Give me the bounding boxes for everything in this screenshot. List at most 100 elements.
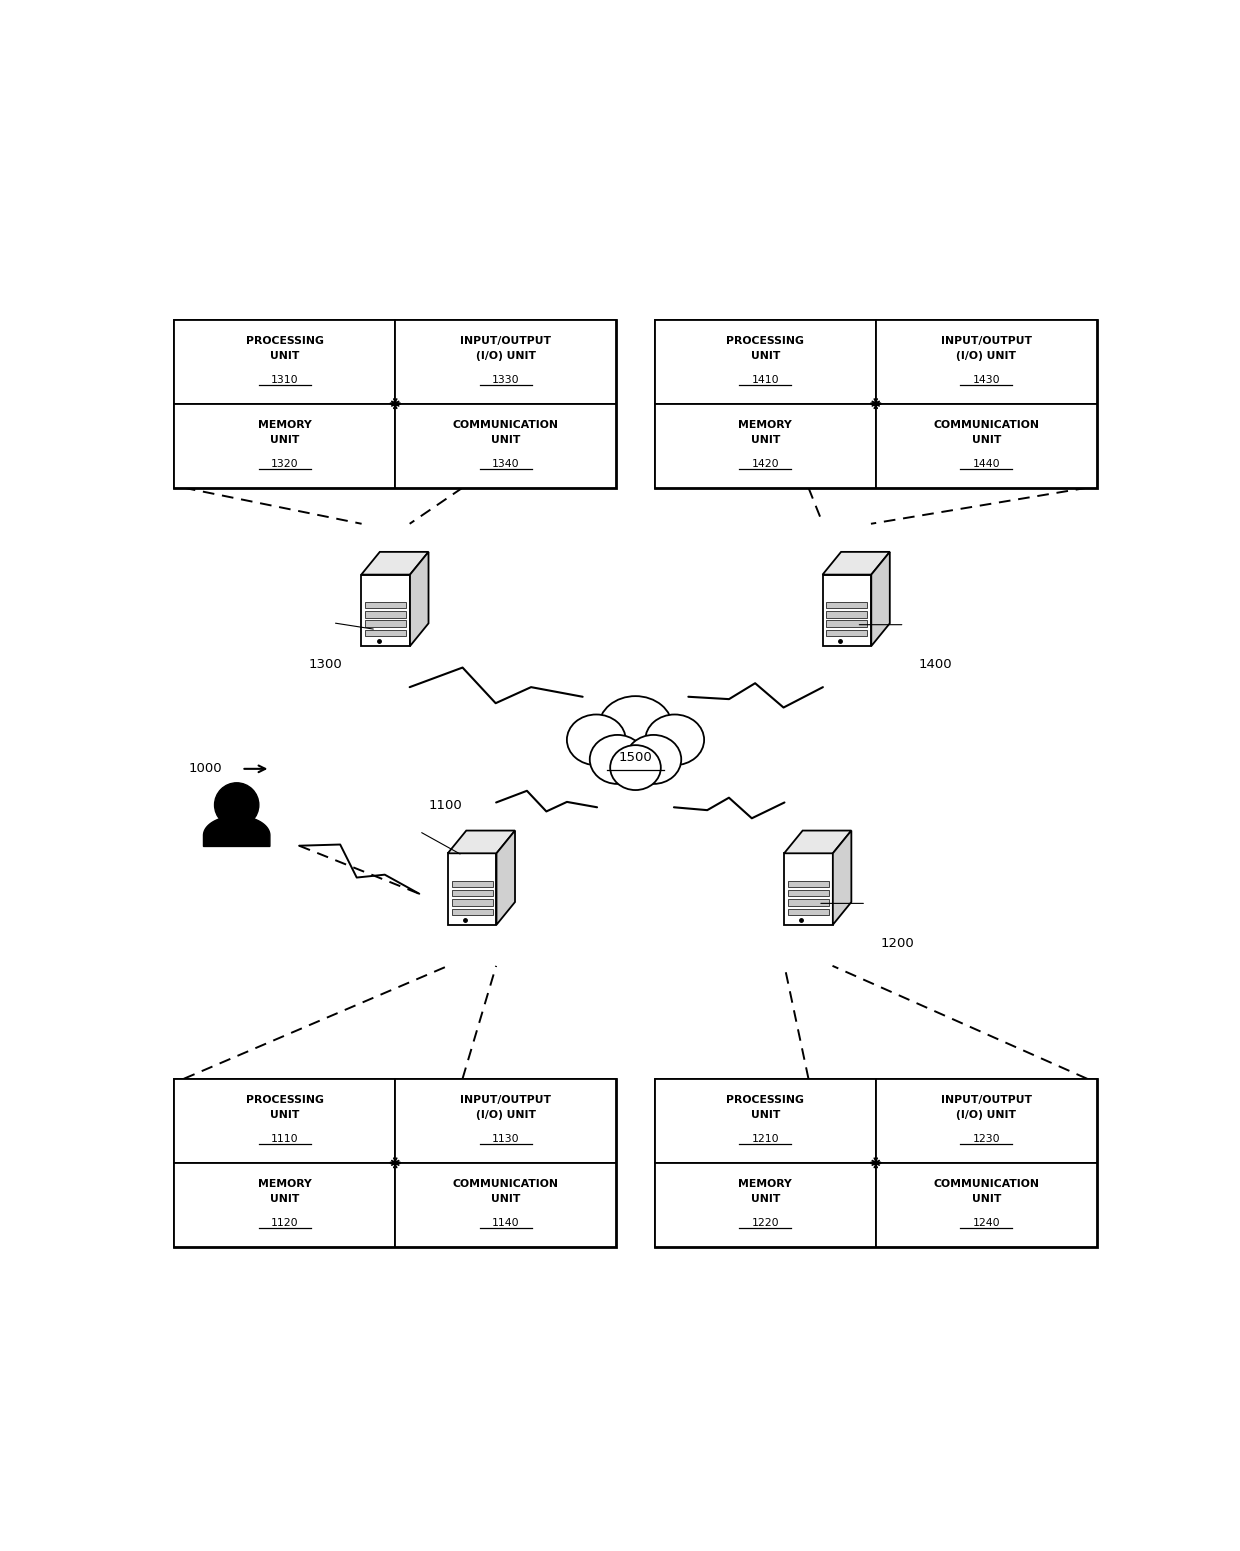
FancyBboxPatch shape [396, 320, 616, 403]
Text: PROCESSING: PROCESSING [727, 1095, 805, 1104]
Polygon shape [451, 909, 492, 915]
Text: 1110: 1110 [270, 1134, 299, 1145]
Polygon shape [451, 881, 492, 887]
Polygon shape [451, 890, 492, 896]
Polygon shape [361, 574, 410, 647]
Text: UNIT: UNIT [491, 1194, 521, 1204]
FancyBboxPatch shape [875, 403, 1096, 487]
Text: UNIT: UNIT [270, 351, 299, 361]
Polygon shape [872, 552, 890, 647]
Text: 1130: 1130 [492, 1134, 520, 1145]
Ellipse shape [567, 715, 626, 765]
Text: UNIT: UNIT [270, 434, 299, 445]
Polygon shape [361, 552, 429, 574]
Text: (I/O) UNIT: (I/O) UNIT [476, 351, 536, 361]
Polygon shape [365, 620, 407, 627]
Text: INPUT/OUTPUT: INPUT/OUTPUT [460, 1095, 552, 1104]
Text: 1240: 1240 [972, 1219, 1001, 1228]
Text: MEMORY: MEMORY [738, 1179, 792, 1190]
Polygon shape [448, 831, 515, 853]
Ellipse shape [590, 735, 645, 783]
Text: 1330: 1330 [492, 375, 520, 385]
Polygon shape [365, 611, 407, 617]
FancyBboxPatch shape [655, 320, 875, 403]
Text: 1120: 1120 [270, 1219, 299, 1228]
Ellipse shape [610, 744, 661, 789]
Polygon shape [826, 630, 868, 636]
FancyBboxPatch shape [174, 1079, 616, 1247]
Polygon shape [822, 552, 890, 574]
Text: 1140: 1140 [492, 1219, 520, 1228]
Text: UNIT: UNIT [270, 1111, 299, 1120]
Text: COMMUNICATION: COMMUNICATION [934, 420, 1039, 430]
FancyBboxPatch shape [875, 1163, 1096, 1247]
Text: UNIT: UNIT [750, 1194, 780, 1204]
Text: UNIT: UNIT [972, 1194, 1001, 1204]
FancyBboxPatch shape [655, 1163, 875, 1247]
Text: MEMORY: MEMORY [258, 1179, 311, 1190]
Text: 1500: 1500 [619, 751, 652, 763]
Polygon shape [787, 909, 830, 915]
Ellipse shape [645, 715, 704, 765]
Polygon shape [203, 816, 270, 847]
FancyBboxPatch shape [875, 320, 1096, 403]
Polygon shape [496, 831, 515, 924]
Text: 1320: 1320 [270, 459, 299, 470]
Polygon shape [822, 574, 872, 647]
Text: 1410: 1410 [751, 375, 779, 385]
FancyBboxPatch shape [174, 320, 396, 403]
Polygon shape [787, 881, 830, 887]
FancyBboxPatch shape [396, 1163, 616, 1247]
Text: COMMUNICATION: COMMUNICATION [453, 1179, 559, 1190]
Text: 1430: 1430 [972, 375, 1001, 385]
Text: PROCESSING: PROCESSING [246, 335, 324, 346]
Text: (I/O) UNIT: (I/O) UNIT [476, 1111, 536, 1120]
FancyBboxPatch shape [655, 320, 1096, 487]
Text: MEMORY: MEMORY [738, 420, 792, 430]
FancyBboxPatch shape [174, 1163, 396, 1247]
Text: 1100: 1100 [429, 799, 463, 813]
Text: UNIT: UNIT [750, 434, 780, 445]
Polygon shape [826, 602, 868, 608]
Polygon shape [787, 900, 830, 906]
Polygon shape [410, 552, 429, 647]
Polygon shape [451, 900, 492, 906]
Polygon shape [784, 853, 833, 924]
FancyBboxPatch shape [875, 1079, 1096, 1163]
Text: INPUT/OUTPUT: INPUT/OUTPUT [941, 1095, 1032, 1104]
Polygon shape [365, 602, 407, 608]
Text: 1210: 1210 [751, 1134, 779, 1145]
Text: UNIT: UNIT [270, 1194, 299, 1204]
Text: INPUT/OUTPUT: INPUT/OUTPUT [460, 335, 552, 346]
Polygon shape [365, 630, 407, 636]
FancyBboxPatch shape [396, 1079, 616, 1163]
Polygon shape [826, 611, 868, 617]
Text: UNIT: UNIT [750, 1111, 780, 1120]
Text: 1310: 1310 [270, 375, 299, 385]
Polygon shape [826, 620, 868, 627]
FancyBboxPatch shape [174, 320, 616, 487]
FancyBboxPatch shape [396, 403, 616, 487]
Text: PROCESSING: PROCESSING [246, 1095, 324, 1104]
FancyBboxPatch shape [174, 403, 396, 487]
Text: 1400: 1400 [919, 658, 952, 672]
Text: INPUT/OUTPUT: INPUT/OUTPUT [941, 335, 1032, 346]
Text: 1000: 1000 [188, 763, 222, 776]
Text: 1220: 1220 [751, 1219, 779, 1228]
Text: PROCESSING: PROCESSING [727, 335, 805, 346]
Text: UNIT: UNIT [491, 434, 521, 445]
FancyBboxPatch shape [655, 1079, 875, 1163]
Polygon shape [784, 831, 852, 853]
Text: MEMORY: MEMORY [258, 420, 311, 430]
Text: (I/O) UNIT: (I/O) UNIT [956, 351, 1017, 361]
Text: 1200: 1200 [880, 937, 914, 951]
Text: 1420: 1420 [751, 459, 779, 470]
Text: 1340: 1340 [492, 459, 520, 470]
Text: COMMUNICATION: COMMUNICATION [453, 420, 559, 430]
Text: UNIT: UNIT [972, 434, 1001, 445]
Polygon shape [833, 831, 852, 924]
Text: 1440: 1440 [972, 459, 1001, 470]
FancyBboxPatch shape [174, 1079, 396, 1163]
Text: 1230: 1230 [972, 1134, 1001, 1145]
Ellipse shape [626, 735, 681, 783]
